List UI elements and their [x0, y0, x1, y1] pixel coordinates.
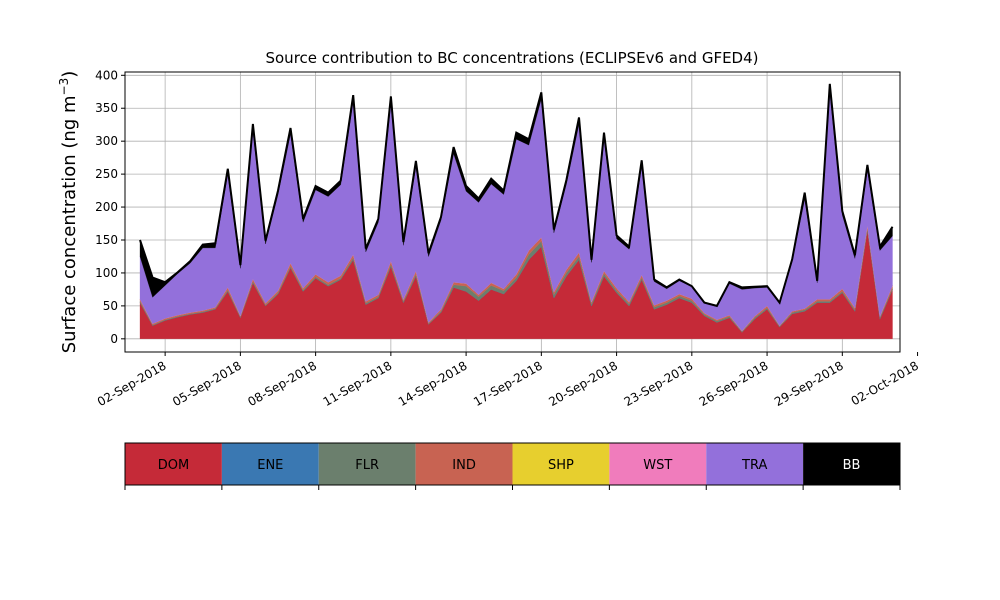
y-tick-label: 0 [110, 332, 118, 346]
x-tick-label: 11-Sep-2018 [321, 358, 395, 409]
legend-label-tra: TRA [741, 458, 767, 473]
x-tick-label: 14-Sep-2018 [396, 358, 470, 409]
plot-frame [124, 71, 901, 353]
x-tick-label: 23-Sep-2018 [622, 358, 696, 409]
y-tick-label: 350 [95, 101, 118, 115]
legend-swatch-dom [125, 443, 222, 485]
x-tick-label: 02-Oct-2018 [849, 358, 921, 408]
legend-swatch-tra [706, 443, 804, 485]
legend-label-flr: FLR [355, 458, 379, 473]
total-concentration-line [139, 83, 894, 308]
legend-label-dom: DOM [158, 458, 189, 473]
y-tick-label: 200 [95, 200, 118, 214]
x-tick-label: 20-Sep-2018 [546, 358, 620, 409]
y-tick-label: 250 [95, 167, 118, 181]
x-tick-label: 26-Sep-2018 [697, 358, 771, 409]
legend-swatch-ene [221, 443, 319, 485]
legend-swatch-flr [318, 443, 416, 485]
y-tick-label: 50 [103, 299, 118, 313]
legend-swatch-wst [609, 443, 707, 485]
y-tick-label: 400 [95, 68, 118, 82]
y-tick-label: 150 [95, 233, 118, 247]
x-tick-label: 02-Sep-2018 [95, 358, 169, 409]
legend-swatch-ind [415, 443, 513, 485]
y-axis-label: Surface concentration (ng m−3) [57, 71, 80, 354]
y-axis: 0 50 100 150 200 250 300 350 400 [95, 68, 125, 346]
x-tick-label: 17-Sep-2018 [471, 358, 545, 409]
x-tick-label: 29-Sep-2018 [772, 358, 846, 409]
legend-label-bb: BB [843, 458, 861, 473]
legend-label-wst: WST [643, 458, 672, 473]
legend-swatch-bb [803, 443, 900, 485]
x-axis: 02-Sep-2018 05-Sep-2018 08-Sep-2018 11-Sep-… [95, 352, 921, 409]
x-tick-label: 05-Sep-2018 [170, 358, 244, 409]
source-colorbar: DOM ENE FLR IND SHP WST TRA BB [124, 442, 901, 490]
legend-label-ene: ENE [257, 458, 283, 473]
legend-label-ind: IND [452, 458, 476, 473]
total-line [139, 83, 894, 308]
stacked-areas [139, 83, 893, 339]
legend-label-shp: SHP [548, 458, 574, 473]
y-tick-label: 100 [95, 266, 118, 280]
y-tick-label: 300 [95, 134, 118, 148]
x-tick-label: 08-Sep-2018 [245, 358, 319, 409]
legend-swatch-shp [512, 443, 610, 485]
chart-title: Source contribution to BC concentrations… [265, 49, 758, 67]
